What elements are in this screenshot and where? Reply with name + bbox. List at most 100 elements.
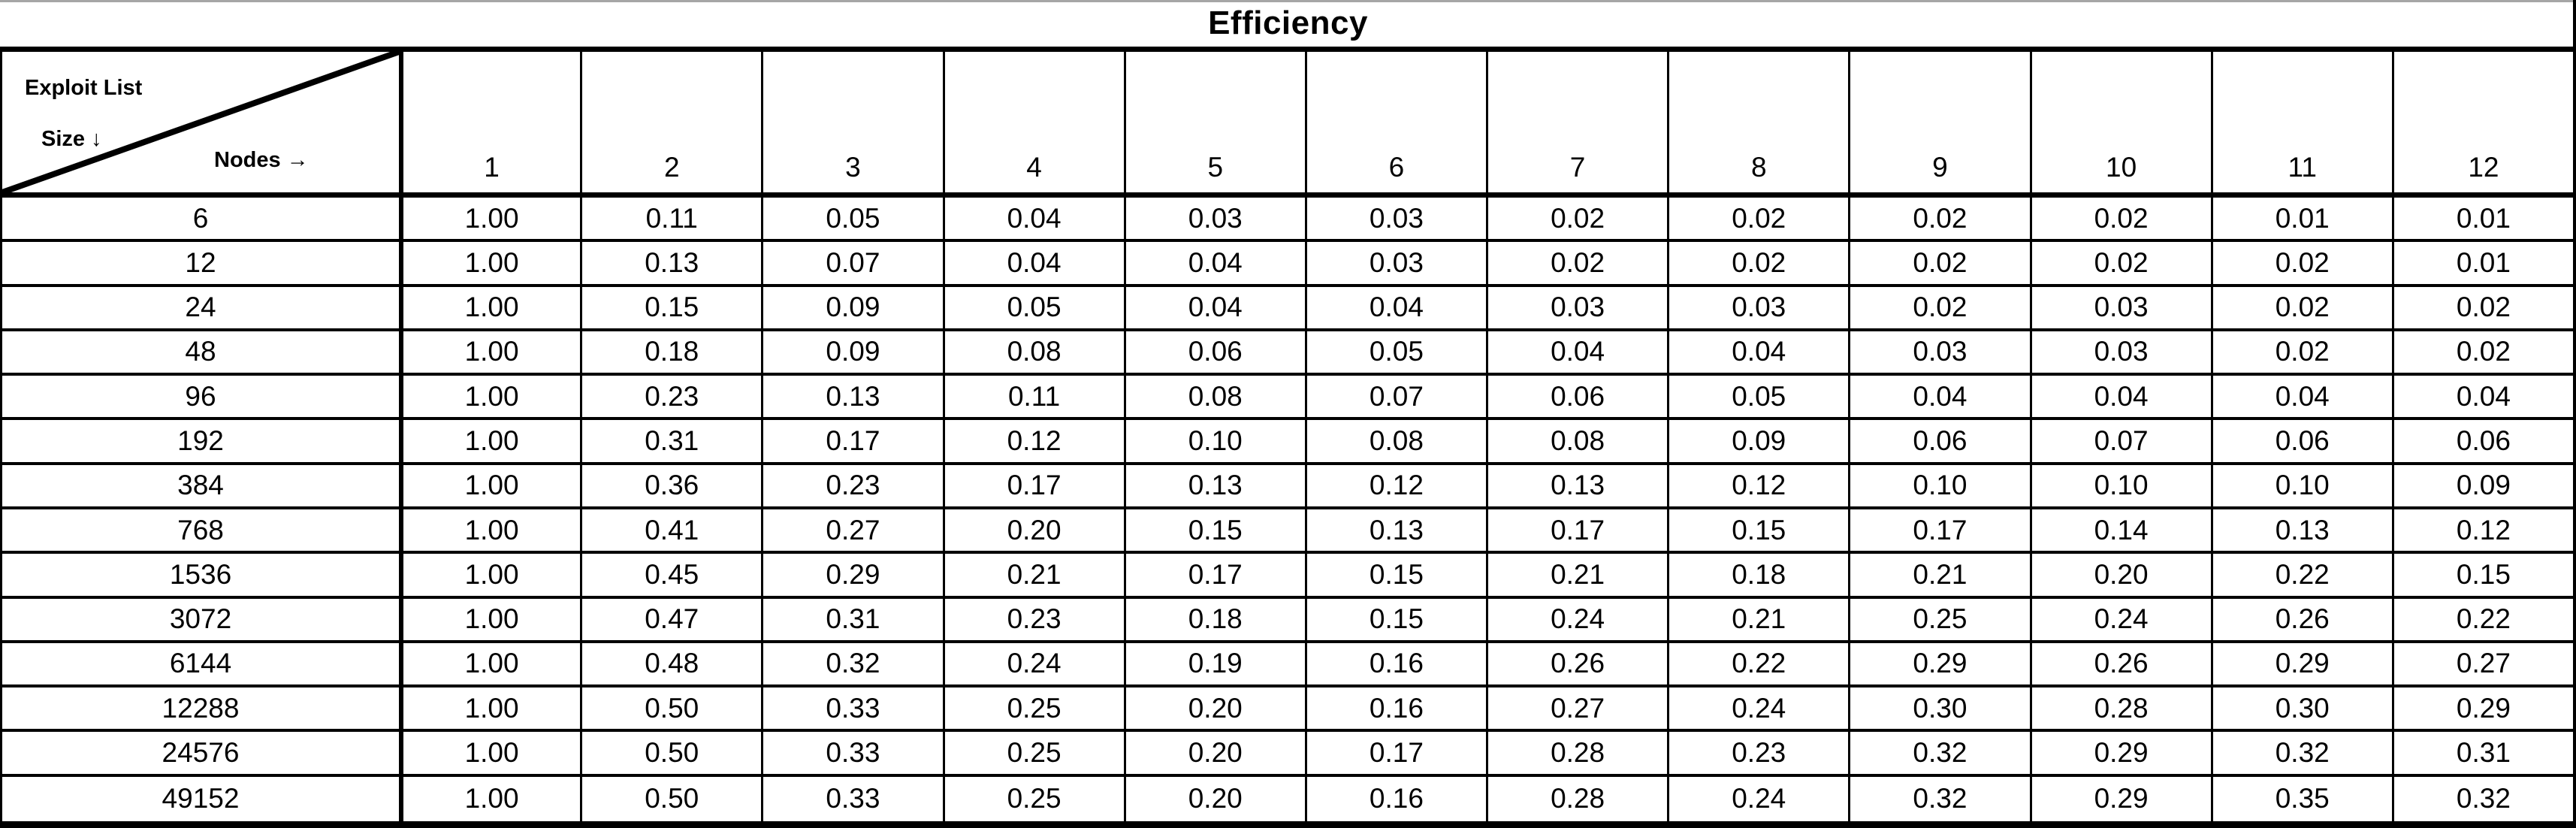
value-cell: 0.18 (1667, 554, 1849, 599)
value-cell: 0.09 (1667, 420, 1849, 465)
value-cell: 0.11 (942, 376, 1124, 421)
value-cell: 0.06 (2391, 420, 2573, 465)
value-cell: 0.15 (1304, 598, 1486, 643)
value-cell: 0.32 (1848, 732, 2030, 777)
value-cell: 0.24 (2029, 598, 2211, 643)
value-cell: 0.02 (2391, 286, 2573, 331)
value-cell: 0.02 (1486, 242, 1668, 287)
value-cell: 0.17 (761, 420, 943, 465)
value-cell: 0.28 (1486, 732, 1668, 777)
row-header-24: 24 (2, 287, 399, 331)
size-axis-label: Size ↓ (41, 127, 102, 151)
value-cell: 0.32 (2210, 732, 2392, 777)
value-cell: 0.03 (2029, 286, 2211, 331)
column-header-12: 12 (2391, 52, 2573, 198)
column-header-3: 3 (761, 52, 943, 198)
row-header-48: 48 (2, 331, 399, 376)
value-cell: 0.32 (1848, 776, 2029, 821)
screenshot-top-edge (0, 0, 2576, 2)
value-cell: 0.05 (1667, 376, 1849, 421)
row-header-12288: 12288 (2, 687, 399, 733)
value-cell: 0.10 (2029, 464, 2211, 509)
value-cell: 0.26 (2029, 642, 2211, 688)
value-cell: 0.03 (1304, 198, 1486, 243)
value-cell: 0.24 (942, 642, 1124, 688)
value-cell: 0.13 (2210, 509, 2392, 555)
value-cell: 0.24 (1486, 598, 1668, 643)
column-header-6: 6 (1304, 52, 1486, 198)
value-cell: 0.31 (580, 420, 762, 465)
value-cell: 0.28 (2029, 687, 2211, 733)
value-cell: 0.32 (761, 642, 943, 688)
corner-header-cell: Exploit List Size ↓ Nodes → (2, 52, 399, 198)
value-cell: 0.17 (1304, 732, 1486, 777)
value-cell: 0.09 (761, 286, 943, 331)
value-cell: 0.29 (2210, 642, 2392, 688)
row-header-192: 192 (2, 420, 399, 465)
value-cell: 0.06 (1848, 420, 2030, 465)
row-header-3072: 3072 (2, 599, 399, 643)
value-cell: 0.02 (2210, 286, 2392, 331)
value-cell: 0.02 (1848, 242, 2030, 287)
column-header-5: 5 (1123, 52, 1305, 198)
value-cell: 0.20 (2029, 554, 2211, 599)
table-right-border (2573, 0, 2576, 828)
value-cell: 0.12 (1667, 464, 1849, 509)
value-cell: 0.23 (580, 376, 762, 421)
value-cell: 0.16 (1304, 642, 1486, 688)
column-header-9: 9 (1848, 52, 2030, 198)
value-cell: 0.22 (2391, 598, 2573, 643)
value-cell: 0.02 (2391, 331, 2573, 376)
value-cell: 0.23 (942, 598, 1124, 643)
column-header-2: 2 (580, 52, 762, 198)
value-cell: 1.00 (399, 554, 581, 599)
value-cell: 0.01 (2210, 198, 2392, 243)
value-cell: 0.33 (761, 732, 943, 777)
row-header-6: 6 (2, 198, 399, 243)
value-cell: 0.17 (1123, 554, 1305, 599)
value-cell: 0.29 (2391, 687, 2573, 733)
value-cell: 1.00 (399, 598, 581, 643)
value-cell: 0.21 (942, 554, 1124, 599)
value-cell: 0.12 (2391, 509, 2573, 555)
value-cell: 0.17 (1848, 509, 2030, 555)
value-cell: 1.00 (399, 642, 581, 688)
value-cell: 0.48 (580, 642, 762, 688)
efficiency-table: Exploit List Size ↓ Nodes → 1 2 3 4 5 6 7 8 9 10 1… (0, 47, 2576, 828)
value-cell: 1.00 (399, 687, 581, 733)
row-header-768: 768 (2, 509, 399, 555)
value-cell: 0.04 (1123, 286, 1305, 331)
value-cell: 0.12 (942, 420, 1124, 465)
column-header-1: 1 (399, 52, 581, 198)
value-cell: 0.20 (942, 509, 1124, 555)
value-cell: 1.00 (399, 198, 581, 243)
value-cell: 0.29 (2029, 732, 2211, 777)
value-cell: 0.20 (1123, 732, 1305, 777)
value-cell: 0.25 (942, 687, 1124, 733)
value-cell: 1.00 (399, 464, 581, 509)
value-cell: 0.07 (761, 242, 943, 287)
value-cell: 0.03 (1304, 242, 1486, 287)
value-cell: 0.10 (1848, 464, 2030, 509)
value-cell: 0.18 (580, 331, 762, 376)
value-cell: 1.00 (399, 732, 581, 777)
value-cell: 0.41 (580, 509, 762, 555)
value-cell: 1.00 (399, 286, 581, 331)
value-cell: 0.04 (1304, 286, 1486, 331)
value-cell: 0.02 (2210, 242, 2392, 287)
value-cell: 0.31 (761, 598, 943, 643)
value-cell: 0.04 (942, 198, 1124, 243)
value-cell: 0.08 (1486, 420, 1668, 465)
value-cell: 1.00 (399, 509, 581, 555)
value-cell: 0.07 (1304, 376, 1486, 421)
value-cell: 0.25 (1848, 598, 2030, 643)
value-cell: 0.02 (1667, 198, 1849, 243)
value-cell: 0.10 (1123, 420, 1305, 465)
value-cell: 0.27 (2391, 642, 2573, 688)
value-cell: 0.50 (580, 687, 762, 733)
value-cell: 0.47 (580, 598, 762, 643)
value-cell: 0.22 (1667, 642, 1849, 688)
row-header-49152: 49152 (162, 783, 240, 814)
column-header-10: 10 (2029, 52, 2211, 198)
value-cell: 0.13 (1304, 509, 1486, 555)
